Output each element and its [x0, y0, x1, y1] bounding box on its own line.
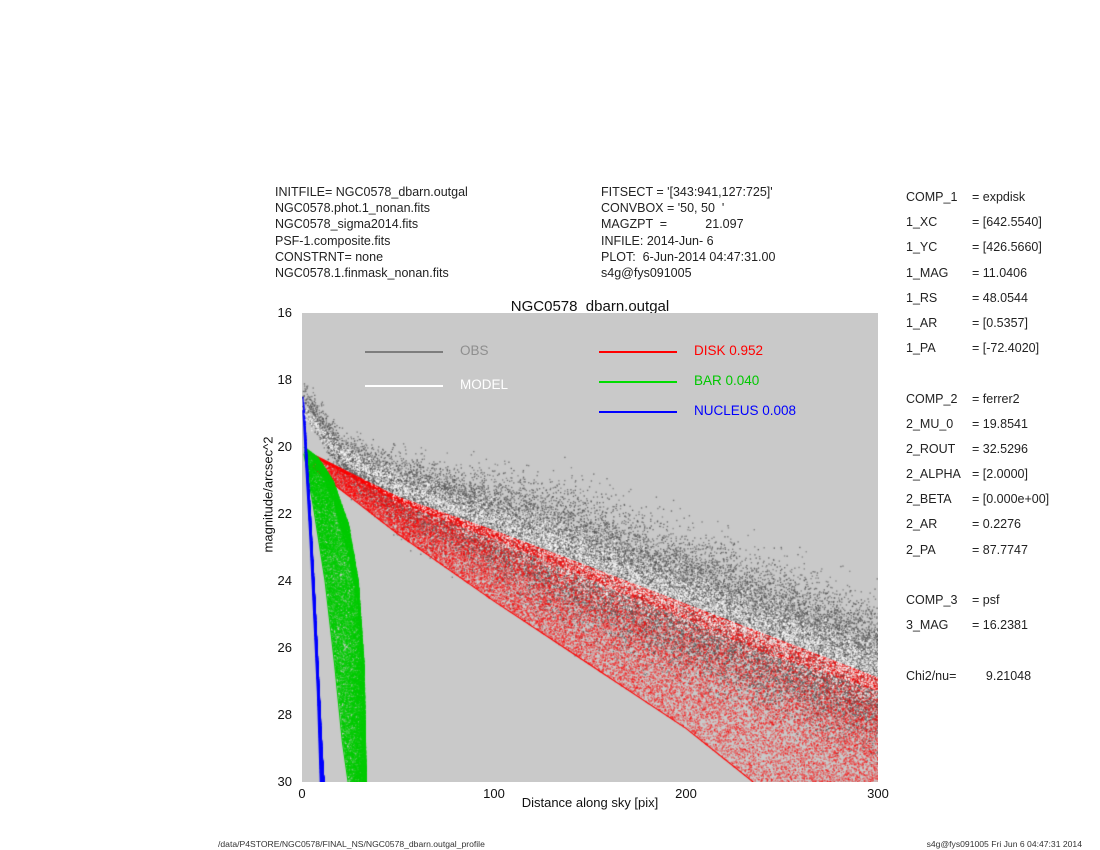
param-value: = [0.000e+00]	[972, 492, 1050, 507]
legend-swatch-disk	[599, 351, 677, 353]
param-value: = [426.5660]	[972, 240, 1042, 255]
param-value: = 32.5296	[972, 441, 1028, 456]
param-row: 2_AR = 0.2276	[906, 517, 1049, 542]
y-tick-label: 18	[277, 372, 292, 387]
param-value: = [2.0000]	[972, 467, 1028, 482]
param-row: 1_XC = [642.5540]	[906, 215, 1049, 240]
param-row: 2_BETA = [0.000e+00]	[906, 492, 1049, 517]
param-row: 3_MAG = 16.2381	[906, 618, 1049, 643]
x-tick-label: 0	[298, 786, 306, 801]
y-tick-label: 22	[277, 506, 292, 521]
param-value: = 48.0544	[972, 290, 1028, 305]
header-left-line: PSF-1.composite.fits	[275, 233, 391, 248]
legend-swatch-nucleus	[599, 411, 677, 413]
param-row: COMP_3 = psf	[906, 593, 1049, 618]
param-value: = 0.2276	[972, 517, 1022, 532]
param-key: 1_AR	[906, 315, 938, 330]
legend-label-nucleus: NUCLEUS 0.008	[694, 403, 797, 418]
x-axis-label: Distance along sky [pix]	[521, 795, 659, 810]
header-initfile-block: INITFILE= NGC0578_dbarn.outgal NGC0578.ph…	[275, 184, 468, 281]
legend-label-obs: OBS	[460, 343, 489, 358]
plot-area: OBS MODEL DISK 0.952 BAR 0.040 NUCLEUS 0…	[302, 313, 878, 782]
param-key: 1_RS	[906, 290, 938, 305]
legend-swatch-model	[365, 385, 443, 387]
header-left-line: INITFILE= NGC0578_dbarn.outgal	[275, 185, 468, 199]
param-row: 2_ALPHA = [2.0000]	[906, 467, 1049, 492]
header-left-line: NGC0578.phot.1_nonan.fits	[275, 201, 430, 216]
param-row: 2_MU_0 = 19.8541	[906, 417, 1049, 442]
param-value: = 16.2381	[972, 618, 1028, 633]
param-value: = ferrer2	[972, 391, 1020, 406]
x-tick-label: 100	[483, 786, 505, 801]
header-mid-line: MAGZPT = 21.097	[601, 217, 744, 232]
param-key: 2_MU_0	[906, 416, 954, 431]
y-tick-label: 28	[277, 707, 292, 722]
x-tick-label: 200	[675, 786, 697, 801]
header-mid-line: s4g@fys091005	[601, 266, 692, 281]
param-row: 2_PA = 87.7747	[906, 543, 1049, 568]
param-value: = 11.0406	[972, 265, 1028, 280]
param-value: = expdisk	[972, 190, 1026, 204]
y-tick-label: 20	[277, 439, 292, 454]
header-mid-line: PLOT: 6-Jun-2014 04:47:31.00	[601, 249, 776, 264]
header-mid-line: INFILE: 2014-Jun- 6	[601, 233, 714, 248]
param-value: = [-72.4020]	[972, 341, 1040, 356]
param-row: 2_ROUT = 32.5296	[906, 442, 1049, 467]
param-row: 1_YC = [426.5660]	[906, 240, 1049, 265]
footer-user-timestamp: s4g@fys091005 Fri Jun 6 04:47:31 2014	[926, 839, 1082, 849]
param-key: COMP_2	[906, 391, 958, 406]
param-row: 1_MAG = 11.0406	[906, 266, 1049, 291]
header-mid-line: FITSECT = '[343:941,127:725]'	[601, 185, 773, 199]
header-left-line: NGC0578.1.finmask_nonan.fits	[275, 266, 449, 281]
param-value: = [642.5540]	[972, 215, 1042, 230]
param-row: 1_AR = [0.5357]	[906, 316, 1049, 341]
param-key: 2_ALPHA	[906, 467, 961, 482]
param-spacer	[906, 568, 1049, 593]
param-key: 3_MAG	[906, 618, 949, 633]
param-row: COMP_1 = expdisk	[906, 190, 1049, 215]
y-axis-label: magnitude/arcsec^2	[260, 436, 276, 553]
param-row: COMP_2 = ferrer2	[906, 392, 1049, 417]
param-key: 1_YC	[906, 240, 938, 255]
profile-scatter-canvas	[302, 313, 878, 782]
param-value: = [0.5357]	[972, 315, 1028, 330]
param-key: COMP_3	[906, 593, 958, 607]
param-row: 1_RS = 48.0544	[906, 291, 1049, 316]
legend-label-bar: BAR 0.040	[694, 373, 760, 388]
param-value: 9.21048	[972, 668, 1032, 683]
param-value: = 87.7747	[972, 542, 1028, 557]
legend-label-model: MODEL	[460, 377, 509, 392]
param-value: = psf	[972, 593, 1000, 607]
y-tick-label: 24	[277, 573, 292, 588]
header-left-line: NGC0578_sigma2014.fits	[275, 217, 419, 232]
param-key: 1_XC	[906, 215, 938, 230]
param-key: Chi2/nu=	[906, 668, 957, 683]
y-tick-label: 26	[277, 640, 292, 655]
legend-swatch-obs	[365, 351, 443, 353]
param-spacer	[906, 366, 1049, 391]
legend-label-disk: DISK 0.952	[694, 343, 764, 358]
header-left-line: CONSTRNT= none	[275, 249, 384, 264]
plot-title: NGC0578_dbarn.outgal	[510, 298, 670, 315]
param-key: 2_ROUT	[906, 441, 956, 456]
param-key: 1_MAG	[906, 265, 949, 280]
y-tick-label: 30	[277, 774, 292, 789]
param-spacer	[906, 643, 1049, 668]
param-key: 2_BETA	[906, 492, 952, 507]
header-fitsect-block: FITSECT = '[343:941,127:725]' CONVBOX = '…	[601, 184, 775, 281]
param-key: 2_AR	[906, 517, 938, 532]
header-mid-line: CONVBOX = '50, 50 '	[601, 201, 725, 216]
footer-filepath: /data/P4STORE/NGC0578/FINAL_NS/NGC0578_d…	[218, 839, 485, 849]
param-key: COMP_1	[906, 190, 958, 204]
y-tick-label: 16	[277, 305, 292, 320]
legend-swatch-bar	[599, 381, 677, 383]
param-row: 1_PA = [-72.4020]	[906, 341, 1049, 366]
x-tick-label: 300	[867, 786, 889, 801]
param-value: = 19.8541	[972, 416, 1028, 431]
fit-parameters-panel: COMP_1 = expdisk 1_XC = [642.5540] 1_YC = [42…	[906, 190, 1049, 694]
param-row: Chi2/nu= 9.21048	[906, 669, 1049, 694]
param-key: 2_PA	[906, 542, 936, 557]
param-key: 1_PA	[906, 341, 936, 356]
